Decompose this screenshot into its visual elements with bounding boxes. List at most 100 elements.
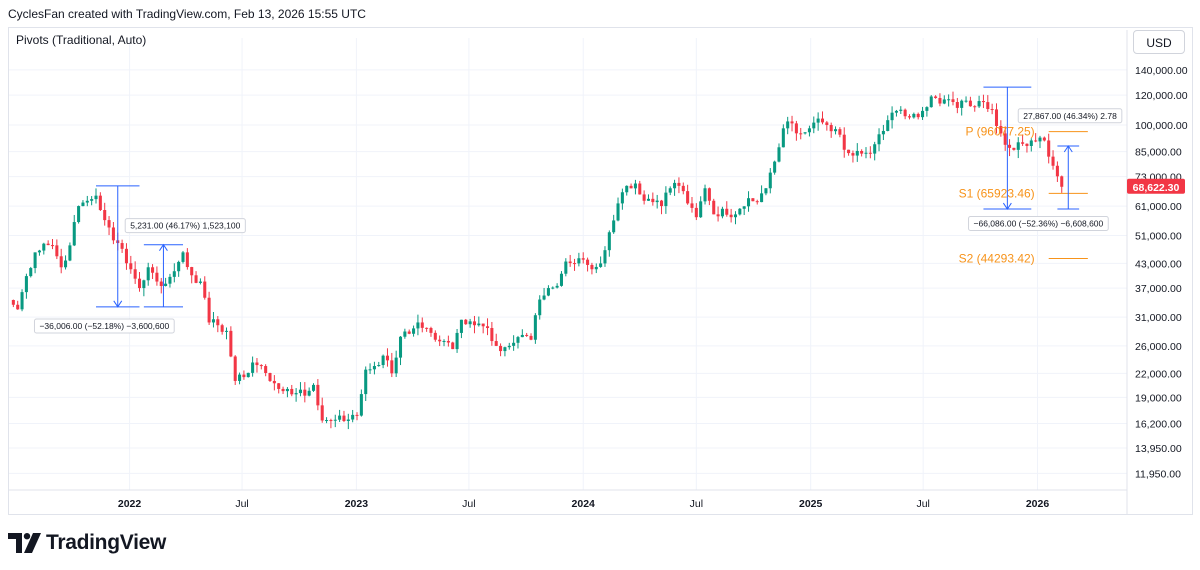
candle [85,195,89,207]
measure-label: −66,086.00 (−52.36%) −6,608,600 [968,215,1109,231]
candle-body [124,248,128,264]
price-tick-label: 37,000.00 [1135,283,1182,295]
candle [720,206,724,219]
candle-body [686,191,690,204]
candle-body [377,365,381,367]
candle-body [1029,140,1033,146]
time-tick-label: Jul [690,498,703,510]
candle-body [29,268,33,277]
candle-body [725,208,729,215]
measure-label-text: 5,231.00 (46.17%) 1,523,100 [130,221,240,231]
indicator-label[interactable]: Pivots (Traditional, Auto) [16,33,147,47]
price-tick-label: 43,000.00 [1135,258,1182,270]
candle [590,262,594,275]
candle-body [703,188,707,202]
candle [446,335,450,347]
candle-body [164,283,168,287]
candle [616,197,620,222]
candle-body [620,192,624,204]
candle-body [668,188,672,193]
candle [542,287,546,301]
candle [255,358,259,373]
measure-label: −36,006.00 (−52.18%) −3,600,600 [33,318,175,334]
candle [638,180,642,195]
price-tick-label: 16,200.00 [1135,419,1182,431]
candle-body [1003,133,1007,145]
currency-button[interactable]: USD [1133,30,1185,54]
candle [316,379,320,411]
candle [172,263,176,283]
candle-body [155,272,159,282]
candle [46,240,50,246]
candle [916,112,920,120]
measure-label-text: 27,867.00 (46.34%) 2.78 [1023,111,1117,121]
candle [581,252,585,264]
candle-body [616,203,620,221]
candle [281,386,285,394]
candle-body [968,100,972,107]
candle [124,243,128,270]
candle [272,375,276,391]
candle [968,96,972,107]
candle-body [11,300,15,305]
candle-body [224,330,229,332]
measure-label-box [1017,108,1123,124]
candle [142,279,146,297]
candle-body [847,149,851,154]
candle-body [477,323,481,326]
candle [873,141,877,161]
candle [794,120,798,141]
candle [420,317,424,333]
candle-body [420,322,424,328]
candle [238,372,242,385]
candle [677,177,681,194]
candle-body [607,232,611,251]
candle [464,318,468,325]
price-tick-label: 26,000.00 [1135,341,1182,353]
candle-body [190,267,194,276]
candle-body [233,356,237,381]
measure-label: 5,231.00 (46.17%) 1,523,100 [124,218,246,234]
candle-body [951,99,955,103]
candle-body [907,116,912,118]
candle-body [198,281,202,283]
candle [146,262,150,286]
candle [881,124,885,141]
candle-body [494,341,498,346]
candle-body [246,372,250,378]
measure-label-box [968,215,1109,231]
candle-body [329,420,333,422]
attribution-text: CyclesFan created with TradingView.com, … [8,7,366,21]
candle-body [890,112,894,121]
candle [468,318,472,328]
candle-body [294,393,298,395]
candle-body [829,125,833,132]
candle [33,252,37,274]
candle [538,295,542,320]
candle [694,203,698,221]
candle [303,382,307,403]
candle [285,387,289,398]
candle-body [325,420,329,422]
candle-body [485,326,490,329]
tradingview-logo[interactable]: TradingView [8,530,166,556]
candle-body [181,252,185,262]
candle [246,372,250,378]
last-price-badge-box [1127,178,1185,194]
candle-body [407,331,411,334]
candle-body [203,281,207,298]
candle-body [947,99,951,101]
candle-body [229,330,233,357]
candle-body [816,118,820,123]
price-tick-label: 100,000.00 [1135,120,1188,132]
last-price-badge-text: 68,622.30 [1133,182,1180,194]
candle-body [390,360,394,374]
candle [438,335,442,347]
price-tick-label: 22,000.00 [1135,368,1182,380]
time-tick-label: Jul [235,498,248,510]
candle-body [612,220,616,233]
candle-body [638,183,642,195]
candle-body [55,245,59,257]
candle-body [955,102,959,108]
